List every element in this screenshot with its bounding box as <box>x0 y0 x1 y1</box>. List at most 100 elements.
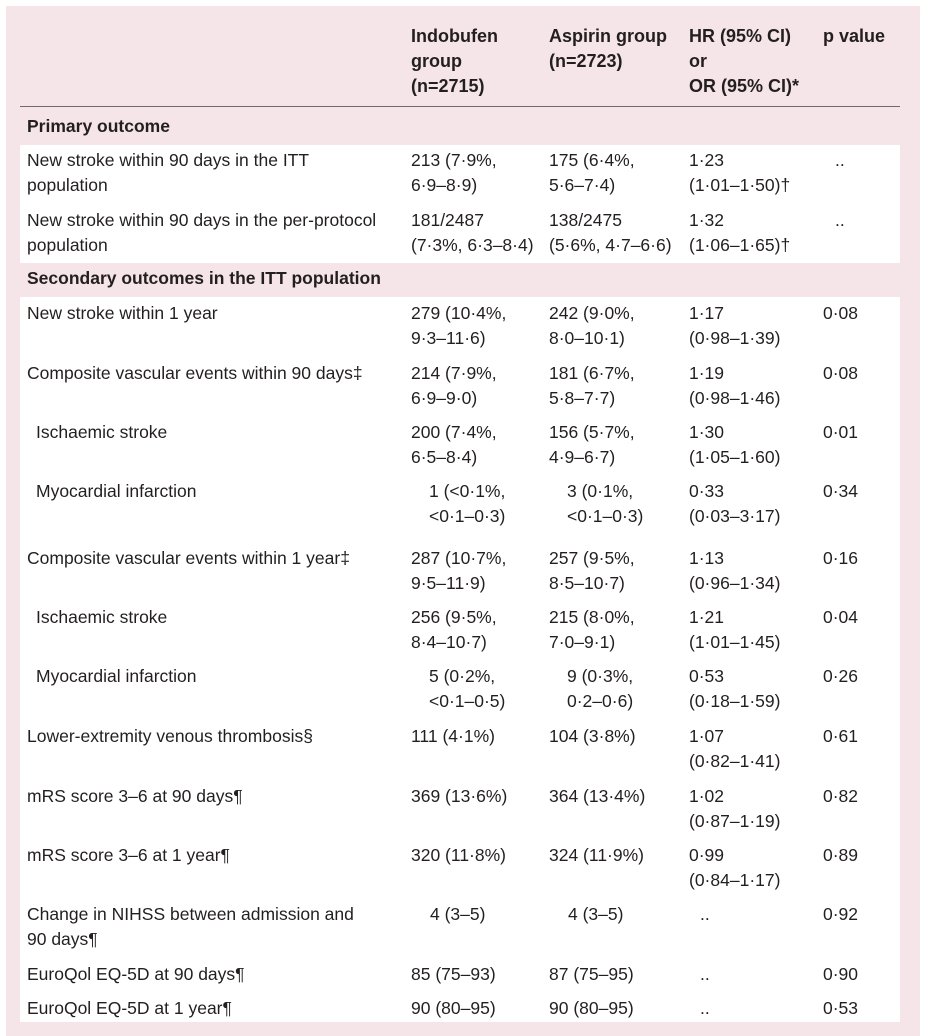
outcome-label: EuroQol EQ-5D at 90 days¶ <box>27 962 245 987</box>
aspirin-value: 324 (11·9%) <box>549 843 644 868</box>
p-value: 0·16 <box>823 548 859 568</box>
outcome-label-line: EuroQol EQ-5D at 1 year¶ <box>27 998 232 1018</box>
hr-value: 1·13 (0·96–1·34) <box>689 546 780 596</box>
outcome-label-line: Ischaemic stroke <box>36 607 168 627</box>
outcome-label-line: mRS score 3–6 at 90 days¶ <box>27 786 243 806</box>
aspirin-value-line: 4 (3–5) <box>568 904 624 924</box>
hr-value-line: (0·03–3·17) <box>689 506 781 526</box>
indobufen-value: 369 (13·6%) <box>411 784 507 809</box>
hr-value-line: 1·32 <box>689 210 725 230</box>
indobufen-value: 181/2487 (7·3%, 6·3–8·4) <box>411 208 534 258</box>
hr-value: 1·19 (0·98–1·46) <box>689 361 780 411</box>
aspirin-value: 175 (6·4%, 5·6–7·4) <box>549 148 635 198</box>
outcome-label-line: population <box>27 235 108 255</box>
indobufen-value-line: 5 (0·2%, <box>429 666 496 686</box>
hr-value: .. <box>700 962 710 987</box>
aspirin-value-line: 4·9–6·7) <box>549 447 616 467</box>
section-title-text: Secondary outcomes in the ITT population <box>27 268 381 288</box>
hr-value-line: 0·33 <box>689 481 725 501</box>
indobufen-value-line: <0·1–0·3) <box>429 506 506 526</box>
outcome-label-line: population <box>27 175 108 195</box>
hr-value-line: 1·13 <box>689 548 725 568</box>
hr-value-line: (1·01–1·50)† <box>689 175 791 195</box>
indobufen-value: 320 (11·8%) <box>411 843 506 868</box>
aspirin-value: 242 (9·0%, 8·0–10·1) <box>549 301 635 351</box>
p-value: .. <box>835 150 845 170</box>
outcome-label-line: Myocardial infarction <box>36 666 197 686</box>
aspirin-value-line: 175 (6·4%, <box>549 150 635 170</box>
hr-value: .. <box>700 996 710 1021</box>
aspirin-value-line: 156 (5·7%, <box>549 422 635 442</box>
indobufen-value: 256 (9·5%, 8·4–10·7) <box>411 605 497 655</box>
indobufen-value-line: 320 (11·8%) <box>411 845 507 865</box>
indobufen-value: 279 (10·4%, 9·3–11·6) <box>411 301 506 351</box>
header-hr: HR (95% CI) or OR (95% CI)* <box>689 26 800 96</box>
outcome-label-line: Lower-extremity venous thrombosis§ <box>27 726 313 746</box>
aspirin-value-line: 0·2–0·6) <box>567 691 634 711</box>
hr-value: 1·30 (1·05–1·60) <box>689 420 780 470</box>
aspirin-value: 90 (80–95) <box>549 996 634 1021</box>
indobufen-value-line: 90 (80–95) <box>411 998 496 1018</box>
hr-value: 1·17 (0·98–1·39) <box>689 301 780 351</box>
header-p-value: p value <box>823 26 886 46</box>
aspirin-value-line: 5·8–7·7) <box>549 388 616 408</box>
aspirin-value: 364 (13·4%) <box>549 784 645 809</box>
outcome-label: EuroQol EQ-5D at 1 year¶ <box>27 996 232 1021</box>
hr-value-line: 1·17 <box>689 303 725 323</box>
outcome-label: Change in NIHSS between admission and 90 … <box>27 902 354 952</box>
hr-value: 1·32 (1·06–1·65)† <box>689 208 790 258</box>
outcome-label: New stroke within 90 days in the ITT popu… <box>27 148 309 198</box>
aspirin-value-line: 8·5–10·7) <box>549 573 625 593</box>
indobufen-value-line: 214 (7·9%, <box>411 363 497 383</box>
outcome-label-line: mRS score 3–6 at 1 year¶ <box>27 845 230 865</box>
hr-value-line: 1·21 <box>689 607 725 627</box>
aspirin-value-line: 138/2475 <box>549 210 622 230</box>
outcome-label: Lower-extremity venous thrombosis§ <box>27 724 313 749</box>
indobufen-value-line: 181/2487 <box>411 210 484 230</box>
p-value: .. <box>835 210 845 230</box>
hr-value: .. <box>700 902 710 927</box>
secondary-band <box>20 297 900 1022</box>
outcome-label-line: New stroke within 90 days in the per-pro… <box>27 210 377 230</box>
indobufen-value-line: 6·9–8·9) <box>411 175 478 195</box>
aspirin-value-line: 242 (9·0%, <box>549 303 635 323</box>
primary-band <box>20 145 900 263</box>
indobufen-value: 287 (10·7%, 9·5–11·9) <box>411 546 506 596</box>
hr-value-line: (1·05–1·60) <box>689 447 781 467</box>
indobufen-value-line: 85 (75–93) <box>411 964 496 984</box>
aspirin-value-line: 87 (75–95) <box>549 964 634 984</box>
outcome-label-line: Change in NIHSS between admission and <box>27 904 354 924</box>
hr-value: 1·21 (1·01–1·45) <box>689 605 780 655</box>
outcome-label-line: New stroke within 1 year <box>27 303 218 323</box>
p-value: 0·08 <box>823 363 859 383</box>
outcome-label: Myocardial infarction <box>27 664 196 689</box>
p-value: 0·53 <box>823 998 859 1018</box>
aspirin-value-line: 364 (13·4%) <box>549 786 646 806</box>
indobufen-value-line: 9·5–11·9) <box>411 573 486 593</box>
hr-value-line: 1·19 <box>689 363 725 383</box>
indobufen-value-line: 279 (10·4%, <box>411 303 507 323</box>
indobufen-value: 213 (7·9%, 6·9–8·9) <box>411 148 497 198</box>
aspirin-value-line: 90 (80–95) <box>549 998 634 1018</box>
indobufen-value-line: (7·3%, 6·3–8·4) <box>411 235 534 255</box>
indobufen-value: 111 (4·1%) <box>411 724 495 749</box>
hr-value-line: 0·53 <box>689 666 725 686</box>
aspirin-value-line: <0·1–0·3) <box>567 506 644 526</box>
indobufen-value-line: 6·9–9·0) <box>411 388 478 408</box>
indobufen-value-line: 111 (4·1%) <box>411 726 495 746</box>
outcome-label-line: EuroQol EQ-5D at 90 days¶ <box>27 964 245 984</box>
outcome-label: mRS score 3–6 at 90 days¶ <box>27 784 243 809</box>
header-aspirin: Aspirin group (n=2723) <box>549 26 667 71</box>
aspirin-value: 9 (0·3%, 0·2–0·6) <box>567 664 633 714</box>
aspirin-value: 3 (0·1%, <0·1–0·3) <box>567 479 643 529</box>
outcome-label-line: Myocardial infarction <box>36 481 197 501</box>
indobufen-value-line: 200 (7·4%, <box>411 422 497 442</box>
hr-value-line: 1·02 <box>689 786 725 806</box>
outcome-label: Composite vascular events within 90 days… <box>27 361 363 386</box>
aspirin-value-line: 181 (6·7%, <box>549 363 635 383</box>
indobufen-value: 200 (7·4%, 6·5–8·4) <box>411 420 497 470</box>
outcome-label: Composite vascular events within 1 year‡ <box>27 546 350 571</box>
indobufen-value-line: 287 (10·7%, <box>411 548 507 568</box>
hr-value-line: (1·01–1·45) <box>689 632 781 652</box>
aspirin-value-line: 257 (9·5%, <box>549 548 635 568</box>
